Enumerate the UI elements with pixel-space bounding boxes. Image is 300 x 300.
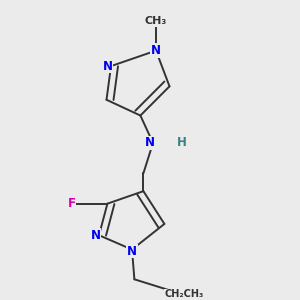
- Text: N: N: [127, 244, 137, 257]
- Text: N: N: [102, 60, 112, 73]
- Text: H: H: [177, 136, 187, 149]
- Text: CH₃: CH₃: [145, 16, 167, 26]
- Text: CH₂CH₃: CH₂CH₃: [165, 289, 204, 299]
- Text: F: F: [68, 197, 75, 210]
- Text: N: N: [90, 229, 100, 242]
- Text: N: N: [145, 136, 155, 149]
- Text: N: N: [151, 44, 161, 57]
